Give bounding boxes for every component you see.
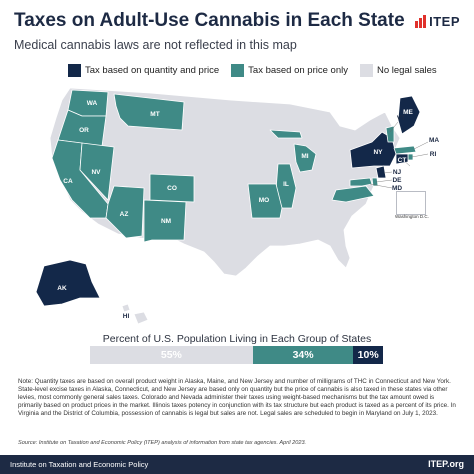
state-nm bbox=[143, 199, 187, 243]
label-vt: VT bbox=[397, 115, 405, 122]
state-de bbox=[371, 177, 379, 187]
state-hi bbox=[121, 303, 131, 313]
footer: Institute on Taxation and Economic Polic… bbox=[0, 455, 474, 474]
label-il: IL bbox=[283, 181, 289, 188]
logo-bars-icon bbox=[415, 15, 427, 28]
leader-line-nj bbox=[383, 171, 393, 174]
leader-line-ma bbox=[413, 141, 429, 150]
leader-line-de bbox=[375, 179, 393, 183]
label-ca: CA bbox=[63, 178, 73, 185]
legend-item-no-legal-sales: No legal sales bbox=[359, 64, 437, 77]
label-mo: MO bbox=[259, 197, 269, 204]
state-nj bbox=[375, 165, 387, 179]
label-mt: MT bbox=[150, 111, 159, 118]
label-wa: WA bbox=[87, 100, 98, 107]
us-map: WA OR CA NV MT AZ CO NM MI IL MO NY ME V… bbox=[0, 78, 474, 334]
legend-swatch bbox=[231, 64, 245, 77]
us-map-svg: WA OR CA NV MT AZ CO NM MI IL MO NY ME V… bbox=[35, 87, 439, 325]
label-co: CO bbox=[167, 185, 177, 192]
segment-price-only: 34% bbox=[252, 346, 354, 364]
footer-org-name: Institute on Taxation and Economic Polic… bbox=[10, 460, 149, 469]
itep-logo: ITEP bbox=[415, 14, 460, 29]
leader-line-ri bbox=[411, 153, 429, 158]
label-nv: NV bbox=[91, 169, 101, 176]
state-mi-upper bbox=[269, 129, 303, 139]
footer-link[interactable]: ITEP.org bbox=[428, 459, 464, 469]
state-va bbox=[331, 185, 375, 203]
label-hi: HI bbox=[123, 313, 130, 320]
state-ma bbox=[393, 145, 417, 155]
state-me bbox=[397, 95, 421, 135]
label-md: MD bbox=[392, 185, 402, 192]
logo-text: ITEP bbox=[429, 14, 460, 29]
population-bar: 55% 34% 10% bbox=[90, 346, 383, 364]
segment-no-legal-sales: 55% bbox=[90, 346, 253, 364]
legend-label: Tax based on price only bbox=[248, 65, 348, 76]
legend-item-quantity-and-price: Tax based on quantity and price bbox=[68, 64, 219, 77]
state-mt bbox=[113, 93, 185, 131]
label-ri: RI bbox=[430, 151, 437, 158]
label-me: ME bbox=[403, 109, 413, 116]
chart-subtitle: Medical cannabis laws are not reflected … bbox=[14, 38, 297, 52]
legend-label: Tax based on quantity and price bbox=[85, 65, 220, 76]
label-mi: MI bbox=[301, 153, 308, 160]
source-text: Source: Institute on Taxation and Econom… bbox=[18, 440, 307, 446]
dc-inset-label: Washington D.C. bbox=[395, 214, 429, 219]
leader-line-vt bbox=[389, 121, 399, 133]
legend-item-price-only: Tax based on price only bbox=[231, 64, 348, 77]
leader-line-md bbox=[369, 183, 393, 189]
label-de: DE bbox=[392, 177, 402, 184]
state-or bbox=[57, 109, 107, 147]
legend-label: No legal sales bbox=[376, 65, 437, 76]
label-nm: NM bbox=[161, 218, 171, 225]
state-nv bbox=[79, 142, 115, 201]
label-ny: NY bbox=[373, 149, 383, 156]
legend-swatch bbox=[68, 64, 81, 77]
label-nj: NJ bbox=[393, 169, 402, 176]
state-md bbox=[349, 177, 373, 187]
label-ma: MA bbox=[429, 137, 439, 144]
state-mo bbox=[247, 183, 283, 219]
label-ct: CT bbox=[398, 157, 407, 164]
legend-swatch bbox=[359, 64, 373, 77]
label-ak: AK bbox=[57, 285, 67, 292]
chart-title: Taxes on Adult-Use Cannabis in Each Stat… bbox=[14, 10, 405, 31]
label-az: AZ bbox=[120, 211, 129, 218]
state-az bbox=[105, 185, 145, 239]
state-ak bbox=[35, 259, 101, 307]
state-co bbox=[149, 173, 195, 203]
population-bar-title: Percent of U.S. Population Living in Eac… bbox=[102, 333, 372, 345]
state-mi bbox=[293, 143, 317, 173]
state-vt bbox=[385, 125, 395, 143]
dc-inset-box bbox=[396, 191, 426, 215]
note-text: Note: Quantity taxes are based on overal… bbox=[18, 378, 456, 417]
label-or: OR bbox=[79, 127, 89, 134]
leader-line-ct bbox=[401, 158, 411, 167]
state-hi-island bbox=[133, 311, 149, 325]
segment-quantity-and-price: 10% bbox=[353, 346, 383, 364]
legend: Tax based on quantity and price Tax base… bbox=[68, 64, 437, 77]
